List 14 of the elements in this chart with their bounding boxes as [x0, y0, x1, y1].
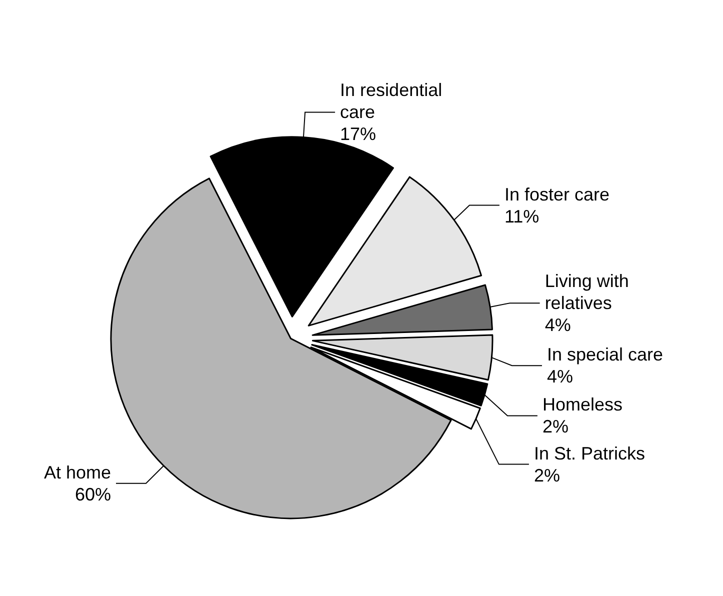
data-label: 2%	[542, 416, 568, 437]
data-label: 4%	[544, 315, 571, 336]
data-label: 11%	[504, 206, 540, 226]
slice-label: In special care	[546, 344, 664, 365]
slice-label: At home	[44, 462, 111, 482]
slice-label: Homeless	[542, 394, 622, 415]
data-label: 17%	[340, 124, 376, 144]
slice-label: In St. Patricks	[534, 443, 645, 464]
data-label: 2%	[534, 465, 560, 486]
data-label: 4%	[546, 366, 573, 387]
slice-label: Living with relatives	[544, 271, 634, 314]
slice-label: In foster care	[504, 184, 610, 204]
data-label: 60%	[74, 484, 111, 504]
slice-label: In residential care	[340, 80, 448, 122]
